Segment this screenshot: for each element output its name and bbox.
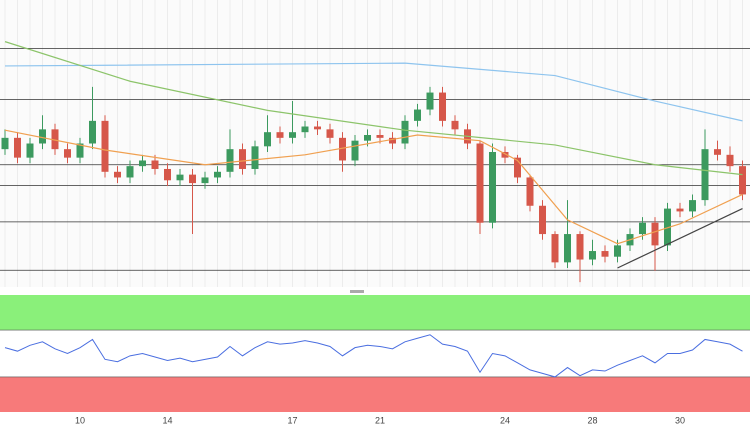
candle-body: [514, 157, 521, 178]
candle-body: [314, 126, 321, 130]
x-tick-label: 14: [162, 415, 172, 425]
candle-body: [364, 135, 371, 141]
candle-body: [489, 151, 496, 223]
candle-body: [1, 137, 9, 150]
candle-body: [376, 135, 384, 138]
candle-body: [76, 143, 84, 158]
x-tick-label: 24: [500, 415, 510, 425]
candle-body: [726, 154, 734, 167]
candle-body: [339, 137, 346, 161]
candle-body: [601, 251, 609, 257]
candle-body: [526, 177, 534, 206]
candle-body: [151, 160, 159, 169]
candle-body: [426, 92, 434, 110]
x-tick-label: 10: [75, 415, 85, 425]
candle-body: [676, 208, 684, 212]
candle-body: [326, 129, 334, 138]
candle-body: [51, 129, 59, 150]
rsi-zone: [0, 376, 750, 412]
candle-body: [189, 174, 196, 184]
candle-body: [714, 149, 721, 155]
rsi-zone: [0, 295, 750, 331]
candle-body: [176, 174, 184, 181]
x-tick-label: 21: [375, 415, 385, 425]
x-tick-label: 28: [587, 415, 597, 425]
candle-body: [664, 208, 671, 246]
candle-body: [26, 143, 34, 158]
candle-body: [289, 132, 296, 138]
candle-body: [651, 222, 659, 246]
candle-body: [39, 129, 46, 144]
candle-body: [89, 120, 96, 144]
candle-body: [614, 245, 621, 257]
candle-body: [401, 120, 409, 144]
overlay-line: [4, 62, 743, 122]
candle-body: [414, 109, 421, 121]
candle-body: [301, 126, 309, 133]
candle-body: [476, 143, 484, 223]
candle-body: [639, 222, 646, 235]
candle-body: [114, 171, 121, 178]
panel-handle: [350, 290, 364, 293]
candle-body: [101, 120, 109, 172]
candle-body: [389, 137, 396, 144]
candle-body: [551, 234, 559, 263]
candle-body: [451, 120, 459, 130]
overlay-line: [4, 129, 743, 245]
candle-body: [739, 166, 746, 195]
candle-body: [239, 149, 246, 169]
candle-body: [226, 149, 234, 172]
candle-body: [201, 177, 209, 184]
candle-body: [251, 146, 259, 169]
candle-body: [439, 92, 446, 121]
candle-body: [264, 132, 271, 147]
candle-body: [576, 234, 584, 260]
candle-body: [164, 168, 171, 181]
candle-body: [689, 200, 696, 212]
candle-body: [139, 160, 146, 167]
price-panel: [0, 0, 750, 287]
candle-body: [14, 137, 21, 158]
overlay-line: [4, 41, 743, 176]
candle-body: [351, 140, 359, 161]
candle-body: [539, 205, 546, 235]
x-tick-label: 30: [675, 415, 685, 425]
candle-body: [564, 234, 571, 263]
candle-body: [126, 166, 134, 178]
candle-body: [64, 149, 71, 158]
candle-body: [214, 171, 221, 178]
candle-body: [276, 132, 284, 138]
overlay-line: [617, 208, 743, 269]
candle-body: [701, 149, 709, 201]
rsi-line: [4, 334, 743, 378]
x-tick-label: 17: [287, 415, 297, 425]
candle-body: [501, 151, 509, 158]
candle-body: [589, 251, 596, 260]
